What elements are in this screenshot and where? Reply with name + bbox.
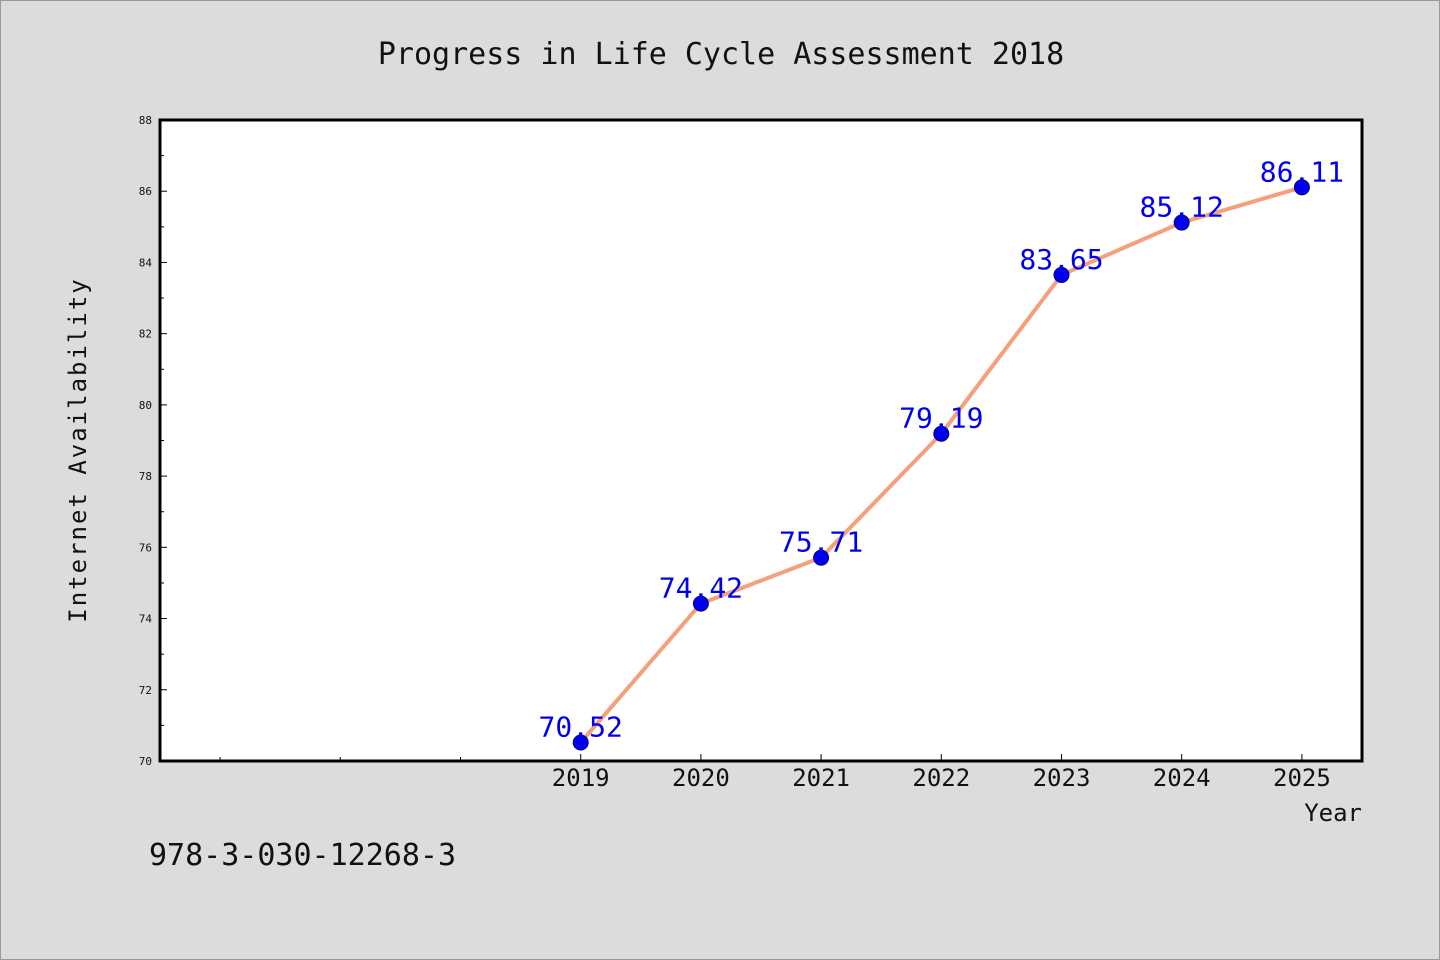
data-point (692, 595, 709, 612)
x-tick-label: 2020 (672, 764, 730, 792)
y-tick-label: 72 (139, 684, 152, 697)
plot-area (158, 118, 1364, 763)
data-point (1293, 179, 1310, 196)
x-axis-label: Year (1304, 799, 1362, 827)
y-tick-label: 74 (139, 613, 153, 626)
data-label: 70.52 (539, 710, 623, 743)
y-tick-label: 80 (139, 399, 152, 412)
x-tick-label: 2022 (912, 764, 970, 792)
data-label: 86.11 (1260, 155, 1344, 188)
x-tick-label: 2023 (1033, 764, 1091, 792)
data-point (933, 425, 950, 442)
y-axis-label: Internet Availability (64, 277, 92, 622)
data-label: 85.12 (1140, 191, 1224, 224)
data-point (813, 549, 830, 566)
y-tick-label: 86 (139, 185, 152, 198)
series-layer: 70.52 74.42 75.71 79.19 83.65 85.12 86.11 (539, 155, 1344, 751)
data-label: 75.71 (779, 526, 863, 559)
data-point (1053, 266, 1070, 283)
y-tick-label: 70 (139, 755, 152, 768)
data-point (572, 734, 589, 751)
data-point (1173, 214, 1190, 231)
isbn-text: 978-3-030-12268-3 (149, 838, 456, 873)
y-tick-label: 82 (139, 328, 152, 341)
y-tick-label: 76 (139, 541, 152, 554)
y-tick-label: 88 (139, 114, 152, 127)
x-tick-label: 2025 (1273, 764, 1331, 792)
chart-title: Progress in Life Cycle Assessment 2018 (378, 37, 1064, 72)
x-tick-label: 2019 (552, 764, 610, 792)
y-tick-label: 78 (139, 470, 152, 483)
x-tick-label: 2024 (1153, 764, 1211, 792)
y-tick-label: 84 (139, 256, 153, 269)
data-label: 74.42 (659, 572, 743, 605)
data-label: 79.19 (899, 402, 983, 435)
data-label: 83.65 (1019, 243, 1103, 276)
x-tick-label: 2021 (792, 764, 850, 792)
x-axis-ticks: 2019 2020 2021 2022 2023 2024 2025 (219, 754, 1331, 792)
y-axis-ticks: 70 72 74 76 78 80 82 84 86 88 (139, 114, 167, 768)
